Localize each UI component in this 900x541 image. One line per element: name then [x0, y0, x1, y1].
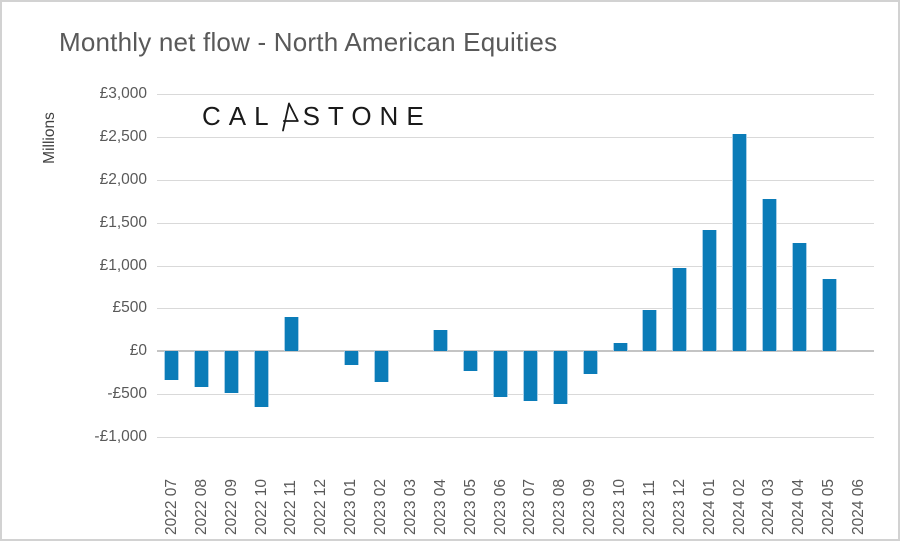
bar-2022-07: [164, 351, 180, 380]
bar-2023-05: [463, 351, 479, 372]
gridline: [157, 222, 874, 224]
x-tick-label: 2024 01: [700, 478, 718, 535]
x-tick-label: 2023 03: [401, 478, 419, 535]
gridline: [157, 94, 874, 95]
y-tick-label: -£500: [107, 385, 147, 403]
y-tick-label: £1,000: [99, 256, 147, 274]
bar-2023-01: [343, 351, 359, 365]
x-tick-label: 2022 07: [162, 478, 180, 535]
bar-2023-08: [552, 351, 568, 405]
bar-2023-11: [642, 309, 658, 352]
bar-2024-03: [761, 199, 777, 352]
x-tick-label: 2023 07: [521, 478, 539, 535]
bar-2023-12: [672, 267, 688, 352]
bar-2022-11: [283, 317, 299, 352]
bar-2024-04: [791, 243, 807, 352]
gridline: [157, 179, 874, 181]
x-tick-label: 2022 11: [282, 480, 300, 535]
chart-title: Monthly net flow - North American Equiti…: [59, 27, 558, 57]
x-tick-label: 2023 06: [491, 478, 509, 535]
bar-2023-06: [493, 351, 509, 397]
bar-2022-08: [194, 351, 210, 388]
y-tick-label: £1,500: [99, 213, 147, 231]
gridline: [157, 136, 874, 138]
logo-text-left: CAL: [202, 101, 277, 131]
x-tick-label: 2023 01: [342, 478, 360, 535]
bar-2023-10: [612, 343, 628, 352]
y-tick-label: -£1,000: [94, 428, 147, 445]
x-tick-label: 2024 02: [730, 478, 748, 535]
x-tick-label: 2023 05: [461, 478, 479, 535]
gridline: [157, 394, 874, 396]
calastone-a-icon: [277, 102, 301, 139]
x-tick-label: 2022 09: [222, 478, 240, 535]
x-tick-label: 2022 10: [252, 478, 270, 535]
y-tick-label: £2,500: [99, 127, 147, 145]
gridline: [157, 308, 874, 310]
x-tick-label: 2023 09: [581, 478, 599, 535]
calastone-logo: CAL STONE: [202, 101, 432, 139]
logo-text-right: STONE: [302, 101, 432, 131]
bar-2023-04: [433, 329, 449, 352]
x-tick-label: 2023 10: [611, 478, 629, 535]
y-tick-label: £3,000: [99, 85, 147, 102]
gridline: [157, 437, 874, 438]
x-tick-label: 2023 04: [431, 478, 449, 535]
x-tick-label: 2024 05: [820, 478, 838, 535]
bar-2023-07: [522, 351, 538, 401]
bar-2024-05: [821, 278, 837, 352]
y-tick-label: £500: [112, 299, 147, 317]
bar-2023-02: [373, 351, 389, 382]
gridline: [157, 265, 874, 267]
y-tick-label: £0: [129, 342, 147, 360]
bar-2024-02: [732, 134, 748, 352]
x-tick-label: 2023 02: [372, 478, 390, 535]
plot-area: [157, 94, 874, 438]
x-tick-label: 2022 08: [192, 478, 210, 535]
x-tick-label: 2023 08: [551, 478, 569, 535]
y-tick-label: £2,000: [99, 170, 147, 188]
bar-2024-01: [702, 229, 718, 352]
x-tick-label: 2024 06: [850, 478, 868, 535]
bar-2023-09: [582, 351, 598, 374]
x-tick-label: 2024 04: [790, 478, 808, 535]
bar-2022-09: [224, 351, 240, 394]
x-tick-label: 2022 12: [312, 478, 330, 535]
x-tick-label: 2023 12: [670, 478, 688, 535]
bar-2022-10: [254, 351, 270, 408]
zero-axis-line: [157, 350, 874, 353]
x-tick-label: 2023 11: [640, 480, 658, 535]
x-tick-label: 2024 03: [760, 478, 778, 535]
